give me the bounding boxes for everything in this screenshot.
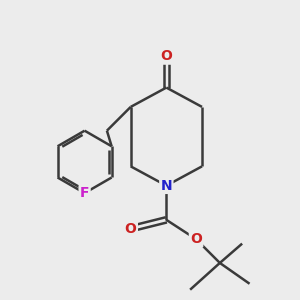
Text: O: O [125,222,136,236]
Text: F: F [80,186,89,200]
Text: O: O [190,232,202,246]
Text: O: O [160,50,172,63]
Text: N: N [160,179,172,193]
